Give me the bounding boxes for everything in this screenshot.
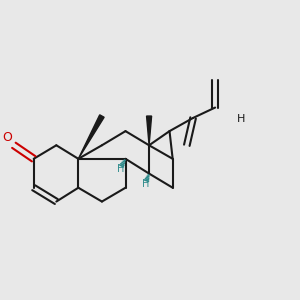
Polygon shape	[147, 116, 152, 145]
Text: H: H	[142, 178, 150, 189]
Text: O: O	[2, 131, 12, 144]
Text: H: H	[117, 164, 124, 174]
Polygon shape	[78, 115, 104, 159]
Text: H: H	[236, 114, 245, 124]
